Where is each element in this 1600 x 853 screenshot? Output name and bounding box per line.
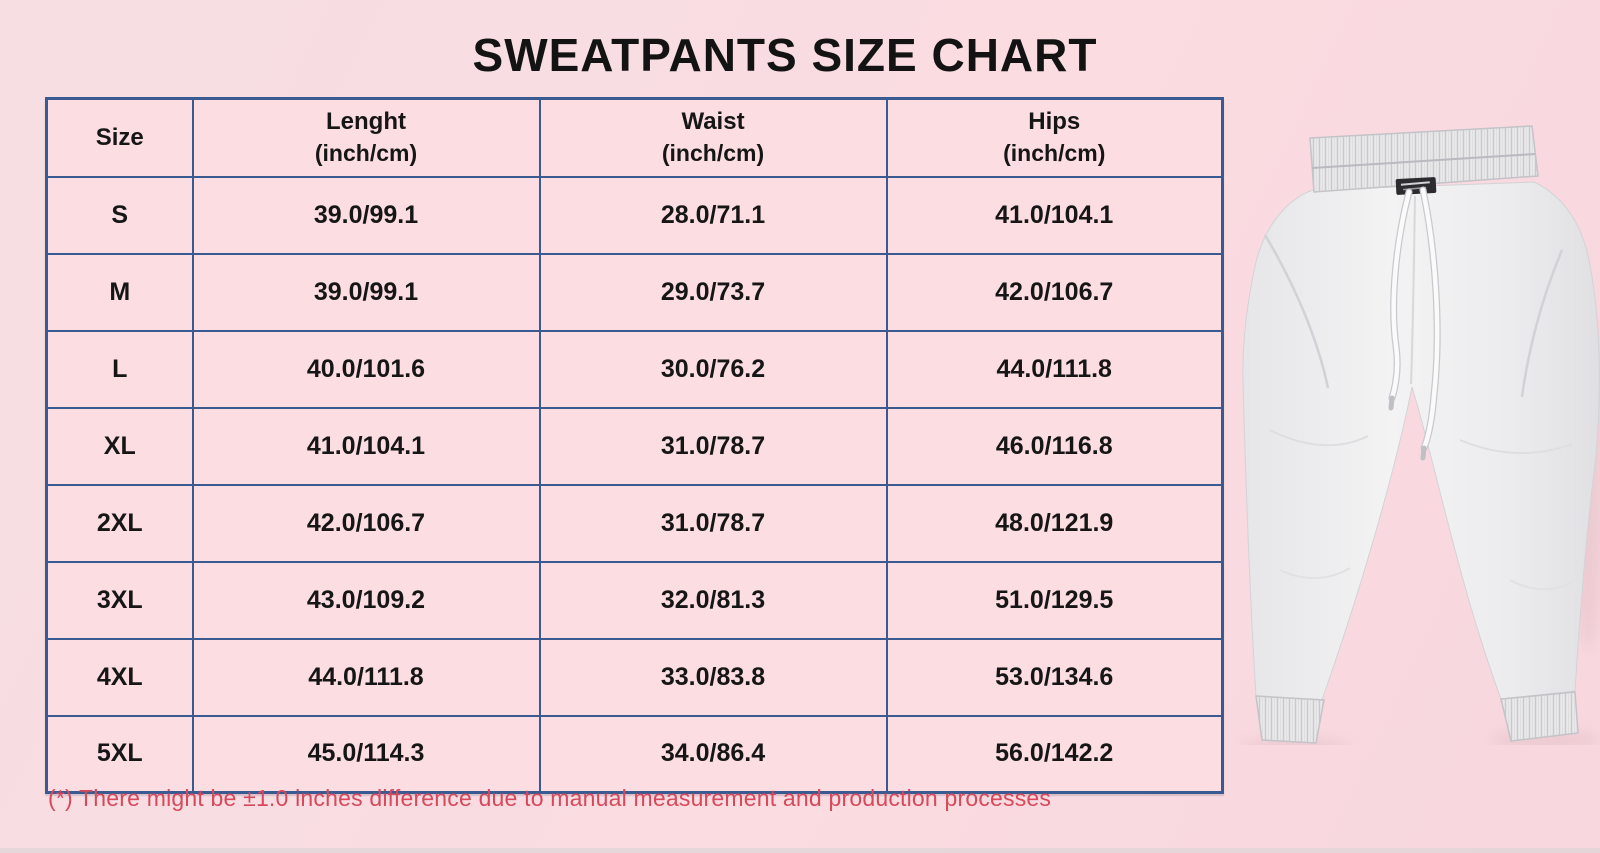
- waist-cell: 31.0/78.7: [538, 483, 888, 563]
- waistband: [1309, 125, 1539, 193]
- length-cell: 41.0/104.1: [191, 406, 541, 486]
- table-row: S 39.0/99.1 28.0/71.1 41.0/104.1: [45, 175, 1224, 255]
- hips-cell: 41.0/104.1: [885, 175, 1224, 255]
- column-header-size: Size: [45, 97, 194, 178]
- sweatpants-image: [1210, 100, 1600, 758]
- table-row: M 39.0/99.1 29.0/73.7 42.0/106.7: [45, 252, 1224, 332]
- hips-cell: 42.0/106.7: [885, 252, 1224, 332]
- waist-cell: 30.0/76.2: [538, 329, 888, 409]
- sweatpants-illustration: [1240, 125, 1600, 758]
- header-subline: (inch/cm): [1003, 140, 1106, 167]
- length-cell: 40.0/101.6: [191, 329, 541, 409]
- drawstring: [1388, 186, 1441, 461]
- waist-cell: 34.0/86.4: [538, 714, 888, 794]
- waist-cell: 29.0/73.7: [538, 252, 888, 332]
- size-cell: 2XL: [45, 483, 194, 563]
- size-cell: M: [45, 252, 194, 332]
- table-row: 5XL 45.0/114.3 34.0/86.4 56.0/142.2: [45, 714, 1224, 794]
- column-header-waist: Waist (inch/cm): [538, 97, 888, 178]
- left-cuff: [1255, 695, 1325, 744]
- size-cell: 4XL: [45, 637, 194, 717]
- header-label: Size: [95, 123, 144, 151]
- length-cell: 39.0/99.1: [191, 175, 541, 255]
- hips-cell: 46.0/116.8: [885, 406, 1224, 486]
- bottom-edge-strip: [0, 848, 1600, 853]
- length-cell: 43.0/109.2: [191, 560, 541, 640]
- size-cell: XL: [45, 406, 194, 486]
- hips-cell: 56.0/142.2: [885, 714, 1224, 794]
- size-cell: 5XL: [45, 714, 194, 794]
- header-label: Hips: [1028, 108, 1081, 136]
- size-cell: S: [45, 175, 194, 255]
- measurement-disclaimer: (*) There might be ±1.0 inches differenc…: [48, 785, 1052, 811]
- length-cell: 39.0/99.1: [191, 252, 541, 332]
- table-row: L 40.0/101.6 30.0/76.2 44.0/111.8: [45, 329, 1224, 409]
- table-row: XL 41.0/104.1 31.0/78.7 46.0/116.8: [45, 406, 1224, 486]
- waist-cell: 31.0/78.7: [538, 406, 888, 486]
- hips-cell: 48.0/121.9: [885, 483, 1224, 563]
- size-chart-table: Size Lenght (inch/cm) Waist (inch/cm) Hips…: [45, 97, 1224, 794]
- header-label: Waist: [681, 108, 745, 136]
- waist-cell: 32.0/81.3: [538, 560, 888, 640]
- brand-tag: [1395, 177, 1437, 195]
- hips-cell: 44.0/111.8: [885, 329, 1224, 409]
- waist-cell: 28.0/71.1: [538, 175, 888, 255]
- table-row: 2XL 42.0/106.7 31.0/78.7 48.0/121.9: [45, 483, 1224, 563]
- header-subline: (inch/cm): [661, 140, 765, 167]
- pants-body: [1242, 181, 1600, 701]
- header-label: Lenght: [326, 108, 406, 136]
- length-cell: 45.0/114.3: [191, 714, 541, 794]
- length-cell: 42.0/106.7: [191, 483, 541, 563]
- column-header-hips: Hips (inch/cm): [885, 97, 1224, 178]
- waist-cell: 33.0/83.8: [538, 637, 888, 717]
- hips-cell: 53.0/134.6: [885, 637, 1224, 717]
- size-cell: L: [45, 329, 194, 409]
- table-header-row: Size Lenght (inch/cm) Waist (inch/cm) Hips…: [45, 97, 1224, 178]
- header-subline: (inch/cm): [314, 140, 418, 167]
- size-cell: 3XL: [45, 560, 194, 640]
- hips-cell: 51.0/129.5: [885, 560, 1224, 640]
- column-header-length: Lenght (inch/cm): [191, 97, 541, 178]
- length-cell: 44.0/111.8: [191, 637, 541, 717]
- table-row: 3XL 43.0/109.2 32.0/81.3 51.0/129.5: [45, 560, 1224, 640]
- right-cuff: [1500, 691, 1579, 742]
- page-title: SWEATPANTS SIZE CHART: [472, 29, 1098, 81]
- table-row: 4XL 44.0/111.8 33.0/83.8 53.0/134.6: [45, 637, 1224, 717]
